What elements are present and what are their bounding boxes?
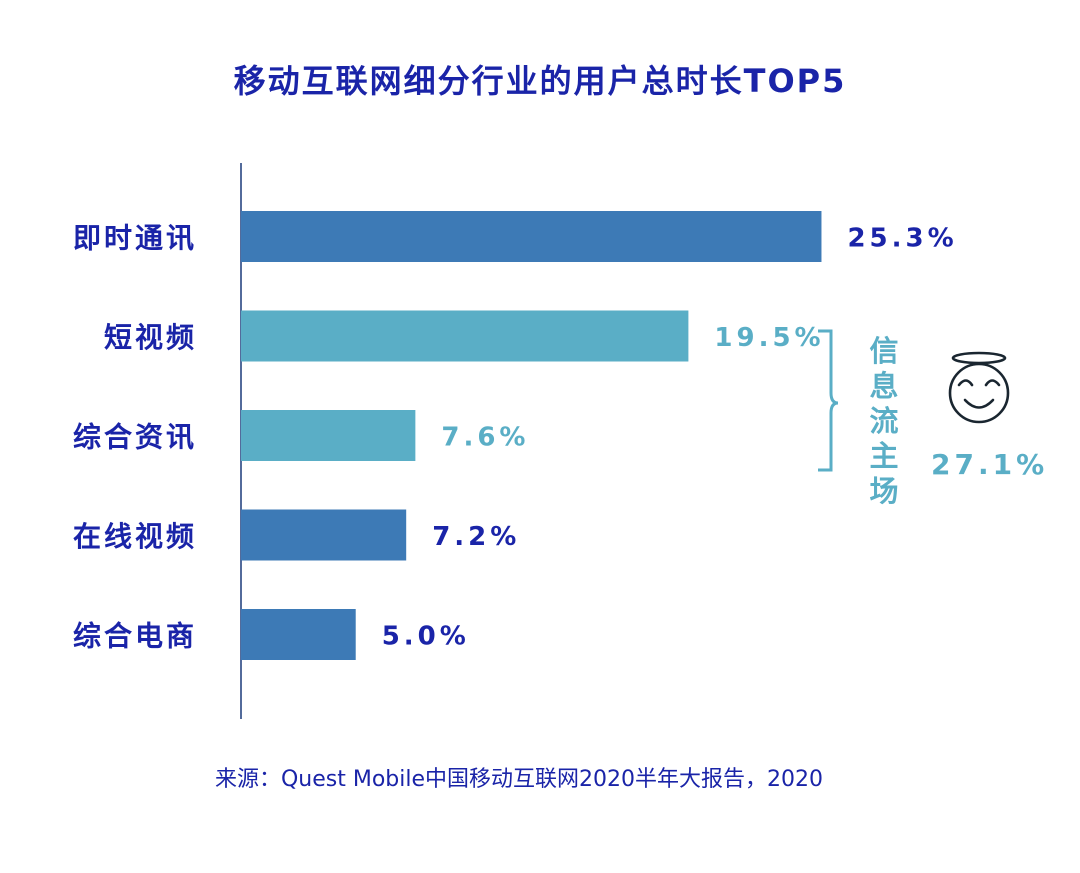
source-note: 来源：Quest Mobile中国移动互联网2020半年大报告，2020 (215, 767, 823, 792)
category-label: 综合资讯 (73, 421, 197, 454)
value-labels-group: 25.3% 19.5% 7.6% 7.2% 5.0% (382, 224, 957, 652)
value-label: 19.5% (714, 323, 824, 353)
annotation-char: 场 (869, 474, 898, 508)
category-label: 即时通讯 (73, 222, 197, 255)
chart-title: 移动互联网细分行业的用户总时长TOP5 (234, 62, 847, 100)
bar-4 (241, 509, 407, 561)
annotation-char: 主 (869, 439, 898, 473)
bar-1 (241, 211, 822, 262)
value-label: 7.6% (441, 423, 529, 453)
bar-2 (241, 310, 689, 362)
category-label: 在线视频 (73, 520, 197, 553)
value-label: 7.2% (432, 522, 520, 552)
annotation-char: 息 (869, 369, 898, 403)
value-label: 25.3% (847, 224, 957, 254)
smiling-angel-face-icon (948, 351, 1010, 424)
bars-group (241, 211, 822, 660)
category-label: 短视频 (104, 321, 197, 354)
annotation-value-label: 27.1% (931, 448, 1048, 481)
annotation-char: 信 (869, 334, 898, 368)
annotation-char: 流 (869, 404, 898, 438)
bar-3 (241, 410, 416, 461)
bracket-brace (818, 329, 839, 472)
bar-5 (241, 609, 356, 660)
value-label: 5.0% (382, 622, 470, 652)
category-label: 综合电商 (73, 620, 197, 653)
